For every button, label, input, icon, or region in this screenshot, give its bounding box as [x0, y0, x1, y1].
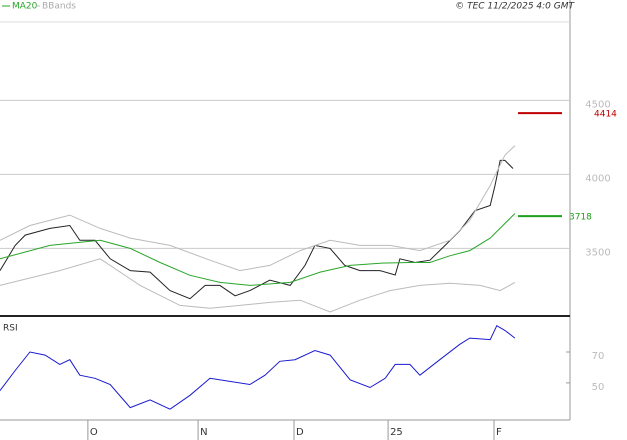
x-tick-label: N	[200, 427, 207, 438]
y-tick-label: 4000	[585, 173, 610, 184]
series-line	[0, 258, 516, 313]
y-tick-label: 50	[592, 382, 605, 393]
y-tick-label: 70	[592, 351, 605, 362]
level-label: 4414	[594, 110, 617, 120]
y-tick-label: 3500	[585, 247, 610, 258]
level-label: 3718	[569, 213, 592, 223]
x-tick-label: O	[90, 427, 98, 438]
x-tick-label: F	[496, 427, 502, 438]
panel-title: RSI	[3, 324, 18, 334]
series-line	[0, 145, 516, 272]
y-tick-label: 4500	[585, 99, 610, 110]
x-tick-label: D	[296, 427, 304, 438]
series-line	[0, 324, 516, 410]
source-note: © TEC 11/2/2025 4:0 GMT	[455, 2, 575, 12]
legend-item: MA20	[12, 2, 38, 12]
series-line	[0, 213, 516, 286]
legend-item: BBands	[42, 2, 76, 12]
x-tick-label: 25	[390, 427, 403, 438]
